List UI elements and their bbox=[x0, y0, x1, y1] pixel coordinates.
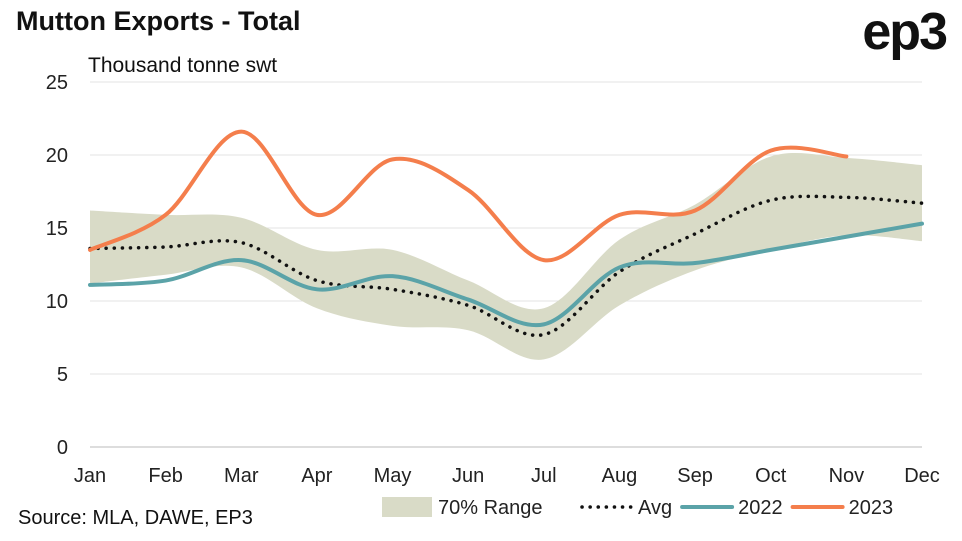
range-band bbox=[90, 153, 922, 360]
y-tick-label: 15 bbox=[46, 218, 68, 240]
x-tick-label: Apr bbox=[301, 465, 332, 487]
series-line-2023 bbox=[88, 129, 849, 263]
x-tick-label: Mar bbox=[224, 465, 259, 487]
y-tick-label: 0 bbox=[57, 437, 68, 459]
legend-label-2022: 2022 bbox=[738, 497, 783, 519]
source-note: Source: MLA, DAWE, EP3 bbox=[18, 507, 253, 529]
x-tick-label: Dec bbox=[904, 465, 940, 487]
chart-title: Mutton Exports - Total bbox=[16, 6, 301, 36]
series-line-2022 bbox=[88, 221, 924, 328]
x-tick-label: Jun bbox=[452, 465, 484, 487]
y-tick-label: 20 bbox=[46, 145, 68, 167]
y-tick-label: 10 bbox=[46, 291, 68, 313]
legend-label-avg: Avg bbox=[638, 497, 672, 519]
x-tick-label: Feb bbox=[148, 465, 182, 487]
legend-label-range: 70% Range bbox=[438, 497, 543, 519]
legend-label-2023: 2023 bbox=[849, 497, 894, 519]
y-tick-label: 5 bbox=[57, 364, 68, 386]
x-tick-label: Jul bbox=[531, 465, 557, 487]
legend-swatch-range bbox=[382, 497, 432, 517]
series-line-avg bbox=[88, 194, 924, 338]
y-axis-label: Thousand tonne swt bbox=[88, 54, 277, 77]
x-tick-label: Jan bbox=[74, 465, 106, 487]
x-tick-label: May bbox=[374, 465, 412, 487]
x-tick-label: Oct bbox=[755, 465, 787, 487]
x-tick-label: Sep bbox=[677, 465, 713, 487]
x-tick-label: Aug bbox=[602, 465, 638, 487]
y-tick-label: 25 bbox=[46, 72, 68, 94]
x-tick-label: Nov bbox=[829, 465, 865, 487]
ep3-logo: ep3 bbox=[862, 3, 948, 61]
